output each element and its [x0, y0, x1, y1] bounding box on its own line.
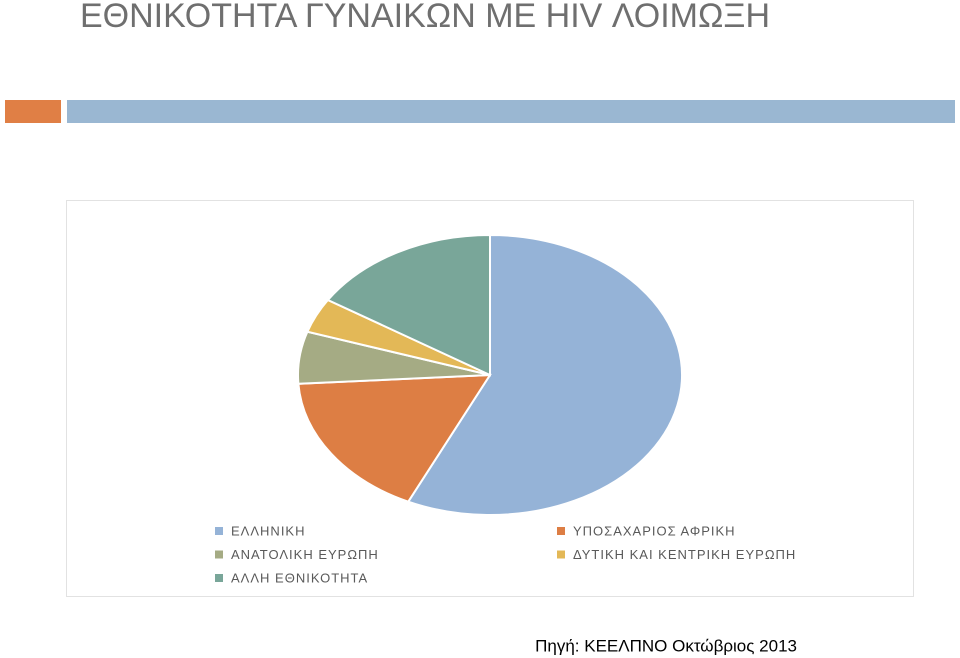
legend-marker [215, 550, 223, 559]
legend: ΕΛΛΗΝΙΚΗ ΥΠΟΣΑΧΑΡΙΟΣ ΑΦΡΙΚΗ ΑΝΑΤΟΛΙΚΗ ΕΥΡΩ… [215, 523, 796, 585]
accent-block [5, 100, 61, 123]
legend-marker [557, 527, 565, 535]
legend-label: ΔΥΤΙΚΗ ΚΑΙ ΚΕΝΤΡΙΚΗ ΕΥΡΩΠΗ [573, 547, 796, 562]
legend-marker [215, 527, 223, 535]
pie-slice [406, 233, 683, 516]
legend-label: ΑΝΑΤΟΛΙΚΗ ΕΥΡΩΠΗ [231, 547, 379, 562]
legend-label: ΥΠΟΣΑΧΑΡΙΟΣ ΑΦΡΙΚΗ [573, 523, 736, 538]
pie-slice [326, 233, 491, 377]
pie [297, 233, 683, 516]
chart-title: ΕΘΝΙΚΟΤΗΤΑ ΓΥΝΑΙΚΩΝ ΜΕ HIV ΛΟΙΜΩΞΗ [80, 0, 770, 35]
header-bar [67, 100, 955, 123]
legend-marker [557, 550, 565, 559]
legend-marker [215, 574, 223, 582]
pie-slice [297, 373, 492, 503]
legend-label: ΕΛΛΗΝΙΚΗ [231, 523, 306, 538]
legend-label: ΑΛΛΗ ΕΘΝΙΚΟΤΗΤΑ [231, 570, 368, 585]
source-note: Πηγή: ΚΕΕΛΠΝΟ Οκτώβριος 2013 [535, 636, 797, 655]
